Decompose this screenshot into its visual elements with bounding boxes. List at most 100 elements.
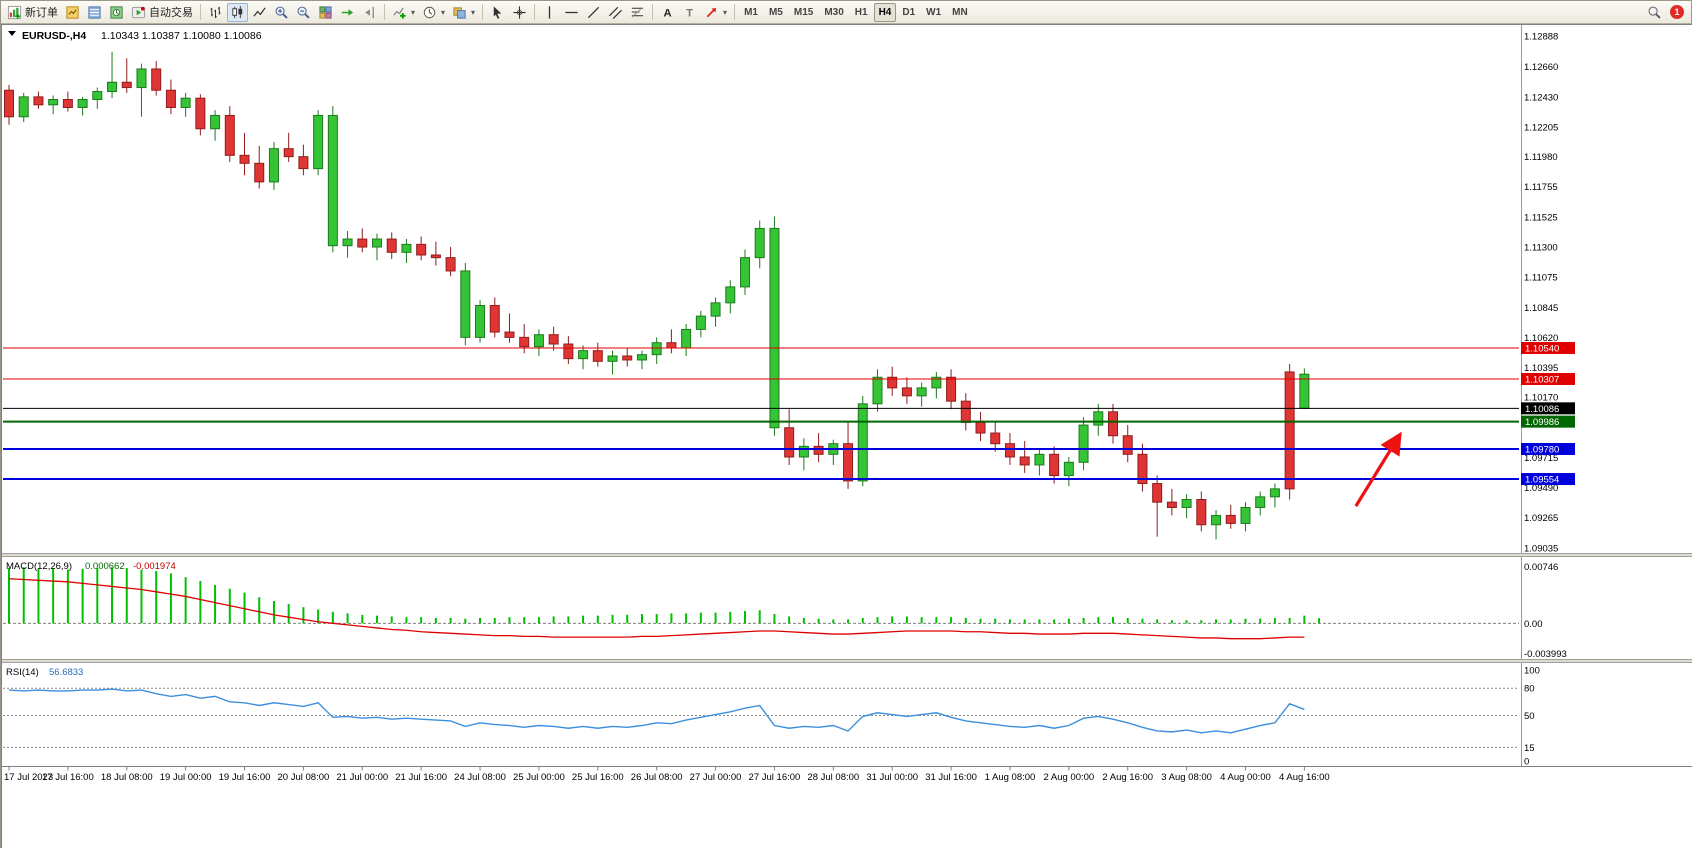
- crosshair-button[interactable]: [509, 3, 530, 22]
- candle-body: [798, 445, 809, 458]
- candle-body: [386, 238, 397, 253]
- timeframe-h1-button[interactable]: H1: [850, 3, 873, 22]
- data-window-icon: [88, 5, 101, 19]
- candle-body: [887, 376, 898, 389]
- toolbar-separator: [734, 4, 736, 20]
- chart-canvas[interactable]: 1.12888 1.12660 1.12430 1.12205 1.11980 1.117…: [1, 24, 1692, 848]
- notification-badge[interactable]: 1: [1670, 5, 1684, 19]
- vertical-line-button[interactable]: [539, 3, 560, 22]
- time-axis-label: 26 Jul 08:00: [631, 772, 683, 783]
- candle-body: [990, 432, 1001, 445]
- candle-body: [975, 421, 986, 434]
- candle-body: [180, 97, 191, 108]
- candle-body: [62, 99, 73, 108]
- time-axis-label: 4 Aug 00:00: [1220, 772, 1271, 783]
- indicators-button[interactable]: ▾: [389, 3, 418, 22]
- templates-button[interactable]: ▾: [449, 3, 478, 22]
- candle-body: [136, 68, 147, 89]
- channel-button[interactable]: [605, 3, 626, 22]
- trend-arrow: [1354, 431, 1402, 507]
- candle-body: [1152, 483, 1163, 503]
- zoom-out-button[interactable]: [293, 3, 314, 22]
- candle-body: [636, 354, 647, 361]
- candle-body: [239, 154, 250, 164]
- text-label-button[interactable]: T: [679, 3, 700, 22]
- autotrading-label: 自动交易: [149, 7, 193, 19]
- chart-shift-icon: [365, 6, 374, 18]
- periods-button[interactable]: ▾: [419, 3, 448, 22]
- timeframe-m30-button[interactable]: M30: [819, 3, 848, 22]
- svg-text:T: T: [686, 7, 693, 19]
- bar-chart-icon: [210, 6, 221, 18]
- price-axis-label: 1.10395: [1524, 363, 1558, 374]
- arrows-button[interactable]: ▾: [701, 3, 730, 22]
- new-order-button[interactable]: 新订单: [4, 3, 61, 22]
- candle-body: [784, 427, 795, 458]
- price-axis-label: 1.10170: [1524, 393, 1558, 404]
- candlestick-button[interactable]: [227, 2, 248, 22]
- candle-body: [1225, 514, 1236, 524]
- candle-body: [33, 96, 44, 106]
- search-button[interactable]: [1644, 3, 1665, 22]
- text-label-icon: T: [686, 7, 693, 19]
- chart-shift-button[interactable]: [359, 3, 380, 22]
- candle-body: [1284, 371, 1295, 490]
- macd-axis-label: 0.00: [1524, 619, 1543, 630]
- tile-windows-button[interactable]: [315, 3, 336, 22]
- candle-body: [740, 257, 750, 288]
- trendline-button[interactable]: [583, 3, 604, 22]
- timeframe-w1-button[interactable]: W1: [921, 3, 946, 22]
- market-watch-button[interactable]: [62, 3, 83, 22]
- time-axis-label: 2 Aug 00:00: [1043, 772, 1094, 783]
- price-axis-label: 1.09265: [1524, 513, 1558, 524]
- candle-body: [92, 91, 103, 101]
- fibonacci-button[interactable]: [627, 3, 648, 22]
- autotrading-button[interactable]: 自动交易: [128, 3, 196, 22]
- price-tag-label: 1.10086: [1525, 404, 1559, 415]
- zoom-in-button[interactable]: [271, 3, 292, 22]
- bar-chart-button[interactable]: [205, 3, 226, 22]
- templates-icon: [453, 6, 466, 19]
- price-axis-label: 1.12888: [1524, 32, 1558, 43]
- timeframe-m5-button[interactable]: M5: [764, 3, 788, 22]
- price-tag: [1521, 342, 1575, 355]
- candle-body: [1078, 424, 1089, 463]
- navigator-button[interactable]: [106, 3, 127, 22]
- candle-body: [931, 376, 942, 389]
- autotrading-icon: [131, 6, 146, 18]
- price-tag-label: 1.09554: [1525, 475, 1559, 486]
- price-axis-label: 1.12660: [1524, 62, 1558, 73]
- horizontal-line-button[interactable]: [561, 3, 582, 22]
- arrows-icon: [706, 7, 717, 17]
- price-axis-label: 1.11525: [1524, 213, 1558, 224]
- time-axis-label: 27 Jul 00:00: [690, 772, 742, 783]
- candle-body: [1093, 411, 1104, 426]
- auto-scroll-button[interactable]: [337, 3, 358, 22]
- timeframe-mn-button[interactable]: MN: [947, 3, 973, 22]
- cursor-button[interactable]: [487, 3, 508, 22]
- indicators-icon: [393, 7, 406, 19]
- time-axis-label: 1 Aug 08:00: [985, 772, 1036, 783]
- timeframe-m15-button[interactable]: M15: [789, 3, 818, 22]
- macd-pane: 0.00746 0.00 -0.003993 MACD(12,26,9) 0.00066…: [3, 561, 1567, 660]
- candle-body: [519, 336, 530, 348]
- candle-body: [1240, 506, 1251, 524]
- price-tag: [1521, 402, 1575, 415]
- price-tag-label: 1.10540: [1525, 344, 1559, 355]
- timeframe-h4-button[interactable]: H4: [873, 2, 897, 22]
- candlesticks: [4, 51, 1310, 540]
- data-window-button[interactable]: [84, 3, 105, 22]
- dropdown-arrow: ▾: [441, 7, 446, 17]
- candle-body: [548, 334, 559, 345]
- rsi-label: RSI(14): [6, 667, 39, 678]
- candle-body: [165, 89, 176, 108]
- text-button[interactable]: A: [657, 3, 678, 22]
- price-axis-label: 1.09035: [1524, 544, 1558, 555]
- timeframe-m1-button[interactable]: M1: [739, 3, 763, 22]
- price-tag: [1521, 473, 1575, 486]
- timeframe-d1-button[interactable]: D1: [897, 3, 920, 22]
- line-chart-button[interactable]: [249, 3, 270, 22]
- candle-body: [121, 81, 132, 89]
